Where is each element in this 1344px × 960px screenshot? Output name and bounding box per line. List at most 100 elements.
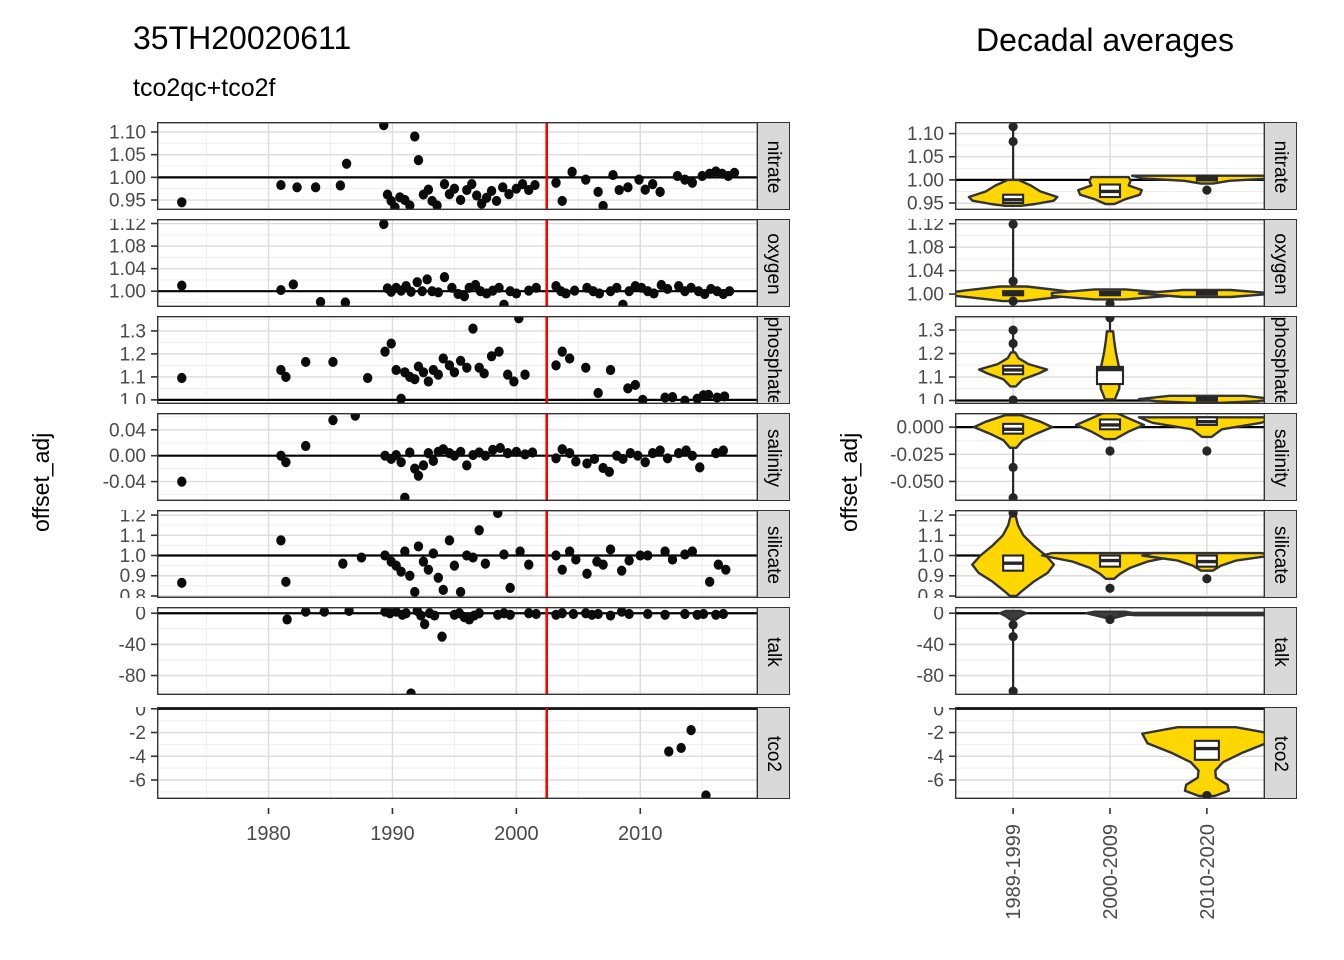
- y-axis-label-right: offset_adj: [836, 432, 862, 532]
- scatter-point: [598, 200, 608, 210]
- y-axis-right-tco2: 0 -2 -4 -6: [927, 707, 955, 792]
- left-panel-talk: [157, 607, 758, 695]
- violin-2010-2020: [1141, 726, 1265, 799]
- outlier-point: [1008, 620, 1018, 630]
- y-axis-right-oxygen: 1.12 1.081.04 1.00: [907, 219, 955, 306]
- scatter-point: [379, 122, 389, 131]
- scatter-point: [432, 200, 442, 210]
- facet-strip-label: nitrate: [1270, 141, 1291, 194]
- y-tick-label: 1.1: [120, 526, 146, 547]
- scatter-point: [390, 202, 400, 210]
- scatter-point: [564, 353, 575, 364]
- scatter-point: [511, 288, 522, 299]
- scatter-point: [623, 182, 633, 193]
- outlier-point: [1202, 574, 1212, 584]
- scatter-point: [649, 288, 659, 299]
- scatter-point: [362, 372, 373, 384]
- scatter-point: [593, 186, 603, 197]
- outlier-point: [1105, 614, 1115, 625]
- scatter-point: [604, 466, 614, 477]
- y-axis-label-left: offset_adj: [28, 432, 54, 532]
- y-axis-right-talk: 0 -40 -80: [917, 607, 955, 687]
- violin-2000-2009: [1050, 288, 1170, 307]
- y-tick-label: -0.025: [890, 445, 944, 466]
- violin-2010-2020: [1137, 394, 1265, 404]
- scatter-point: [341, 158, 352, 169]
- outlier-point: [1008, 276, 1018, 286]
- outlier-point: [1008, 338, 1018, 349]
- facet-row-silicate: 1.2 1.1 1.0 0.9 0.8 silicate: [867, 510, 1297, 598]
- scatter-point: [444, 360, 455, 371]
- right-rows: 1.10 1.05 1.00 0.95 nitrate 1.12 1.08 1.04 1.00 o…: [867, 122, 1297, 808]
- scatter-point: [410, 374, 420, 385]
- y-axis-right-phosphate: 1.31.2 1.1 1.0: [918, 321, 955, 404]
- y-axis-left-phosphate: 1.31.21.1 1.0: [120, 321, 157, 404]
- scatter-point: [687, 546, 698, 557]
- facet-row-tco2: 0 -2 -4 -6 tco2: [867, 707, 1297, 799]
- x-axis-left: 1980 1990 2000 2010: [157, 808, 758, 852]
- scatter-point: [662, 283, 673, 295]
- scatter-point: [664, 746, 674, 757]
- scatter-point: [624, 555, 634, 566]
- y-axis-right-nitrate: 1.101.051.00 0.95: [907, 124, 955, 210]
- scatter-points: [177, 219, 735, 307]
- scatter-point: [605, 544, 616, 555]
- outlier-point: [1008, 136, 1018, 147]
- y-tick-label: 1.0: [918, 546, 944, 567]
- facet-strip-label: nitrate: [763, 141, 784, 194]
- scatter-points: [282, 607, 729, 695]
- outlier-point: [1105, 316, 1115, 323]
- scatter-point: [568, 608, 579, 620]
- scatter-point: [634, 174, 644, 185]
- decade-tick-label: 1989-1999: [1003, 824, 1025, 920]
- scatter-point: [391, 449, 401, 461]
- facet-strip-label: talk: [763, 637, 784, 667]
- scatter-point: [437, 631, 447, 642]
- facet-strip-talk: talk: [757, 607, 790, 695]
- y-tick-label: 1.0: [120, 546, 146, 567]
- scatter-point: [338, 558, 348, 569]
- violin-1989-1999: [977, 325, 1049, 404]
- scatter-point: [406, 688, 416, 695]
- facet-row-oxygen: 1.12 1.08 1.04 1.00 oxygen: [79, 219, 790, 307]
- y-axis-left-salinity: 0.04 0.00 -0.04: [103, 420, 157, 493]
- outlier-point: [1202, 185, 1212, 195]
- scatter-point: [647, 179, 658, 190]
- scatter-point: [686, 282, 696, 293]
- x-tick-label: 1990: [370, 823, 415, 845]
- outlier-point: [1105, 583, 1115, 593]
- scatter-point: [423, 448, 434, 459]
- scatter-point: [480, 558, 491, 569]
- facet-row-oxygen: 1.12 1.08 1.04 1.00 oxygen: [867, 219, 1297, 307]
- facet-row-nitrate: 1.10 1.05 1.00 0.95 nitrate: [79, 122, 790, 210]
- right-panel-phosphate: [955, 316, 1265, 404]
- right-panel-tco2: [955, 707, 1265, 799]
- scatter-point: [177, 197, 187, 208]
- scatter-point: [524, 285, 534, 296]
- scatter-point: [569, 285, 580, 296]
- scatter-point: [400, 546, 410, 557]
- facet-row-phosphate: 1.3 1.2 1.1 1.0 phosphate: [79, 316, 790, 404]
- y-axis-right-silicate: 1.21.11.00.90.8: [918, 510, 955, 598]
- violin-1989-1999: [971, 510, 1056, 598]
- scatter-point: [455, 586, 466, 598]
- scatter-point: [514, 316, 524, 324]
- outlier-point: [1008, 219, 1018, 229]
- y-tick-label: 0.9: [120, 566, 146, 587]
- scatter-point: [328, 356, 338, 368]
- scatter-point: [281, 371, 291, 382]
- y-tick-label: 1.05: [907, 147, 944, 168]
- scatter-point: [462, 460, 472, 471]
- scatter-point: [177, 372, 187, 384]
- outlier-point: [1008, 462, 1018, 472]
- y-tick-label: 1.08: [907, 238, 944, 259]
- scatter-point: [695, 462, 705, 473]
- scatter-point: [660, 546, 670, 557]
- facet-strip-label: talk: [1270, 637, 1291, 667]
- scatter-point: [581, 362, 591, 373]
- scatter-point: [564, 448, 575, 459]
- y-tick-label: 1.2: [918, 510, 944, 527]
- y-tick-label: 0: [135, 707, 146, 720]
- scatter-point: [520, 369, 530, 380]
- scatter-point: [524, 559, 534, 570]
